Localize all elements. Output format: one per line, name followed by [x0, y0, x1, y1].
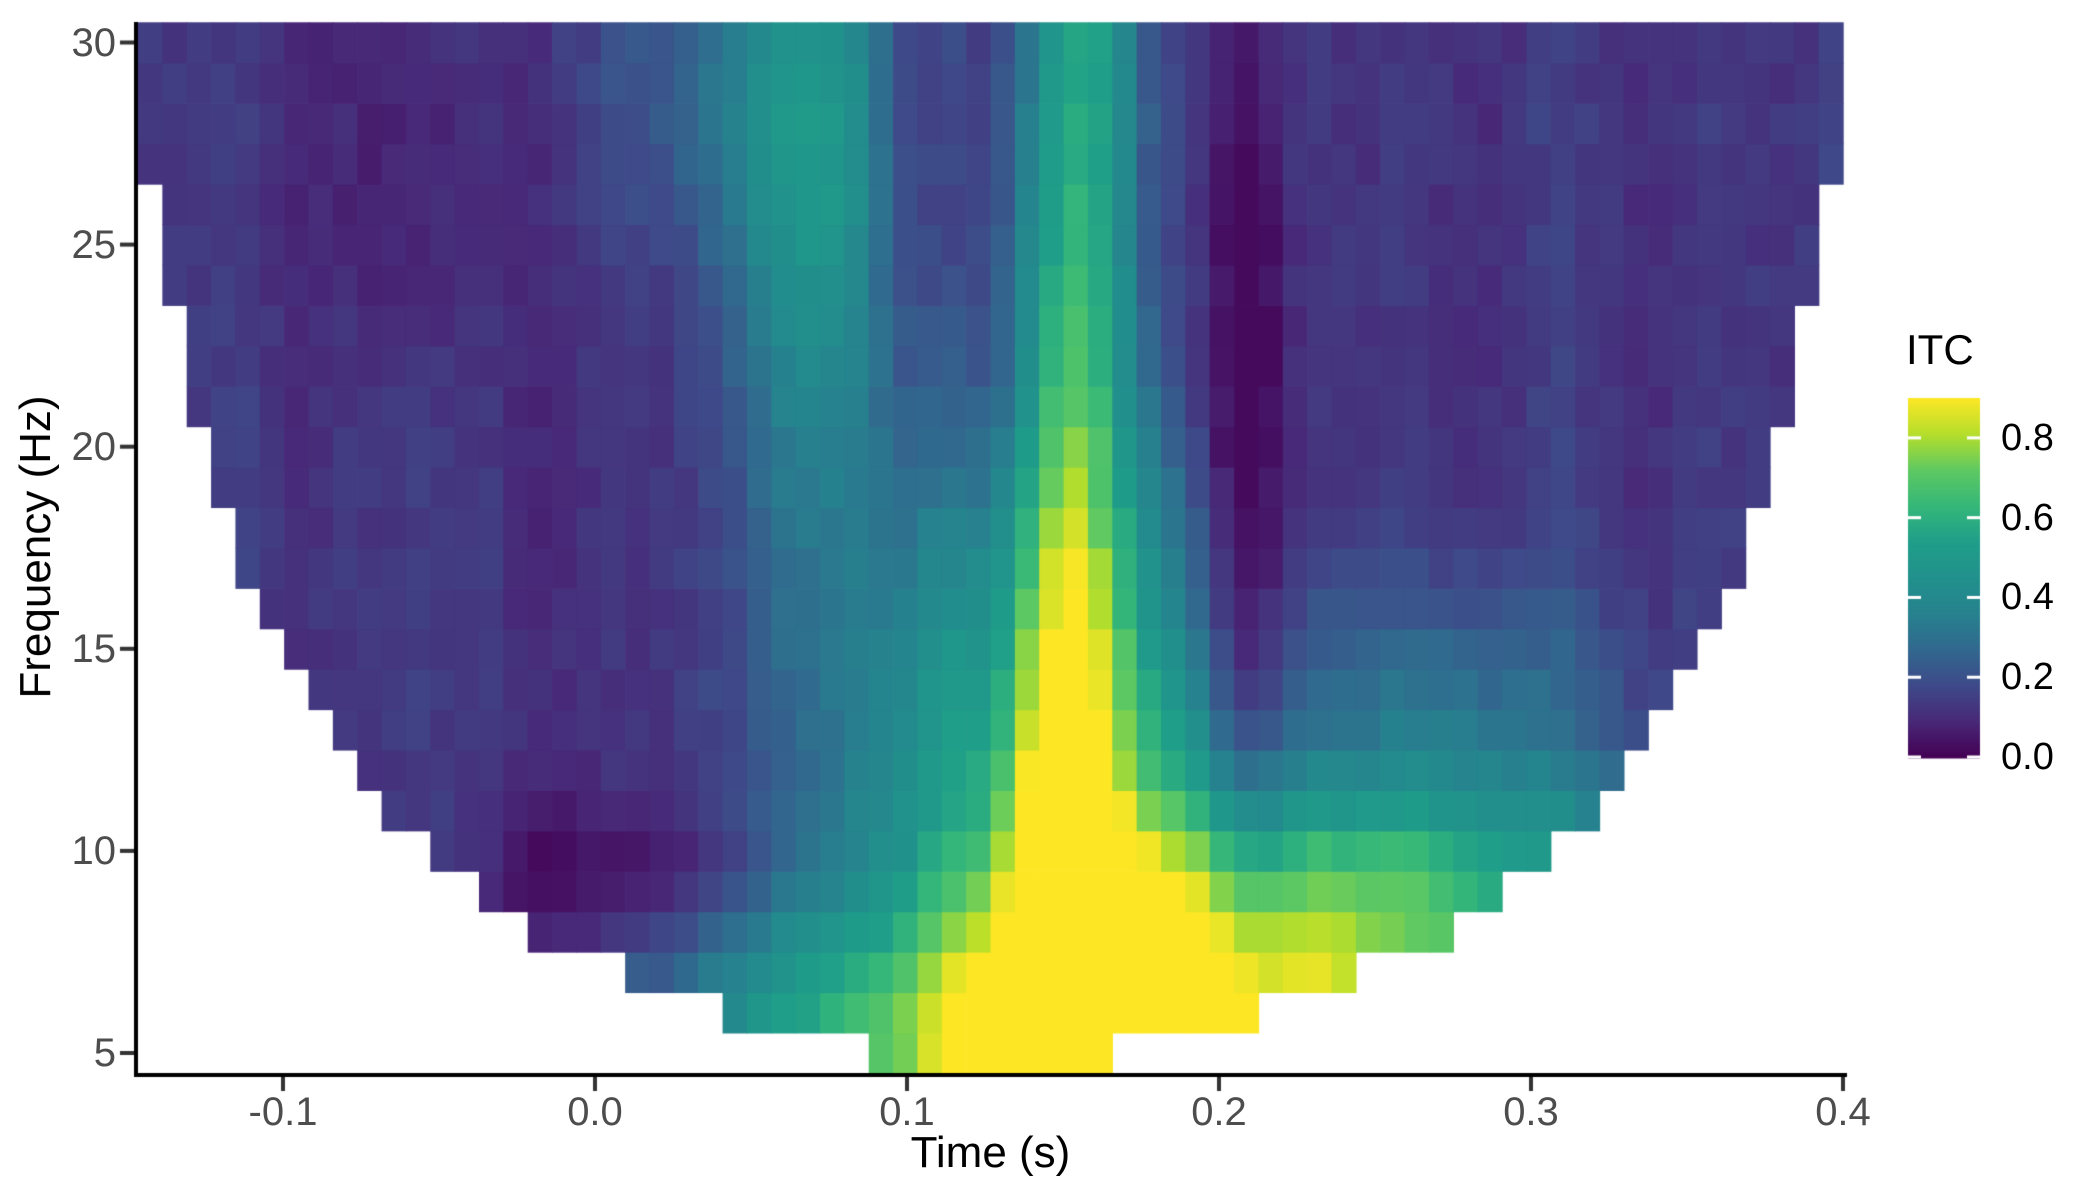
y-tick-label: 25: [71, 222, 117, 267]
legend-tick-label: 0.8: [2001, 416, 2054, 459]
legend-title: ITC: [1906, 326, 1974, 373]
legend-tick-label: 0.4: [2001, 576, 2054, 619]
y-tick-label: 10: [71, 828, 117, 873]
y-tick-label: 15: [71, 626, 117, 671]
legend-tick-label: 0.0: [2001, 736, 2054, 778]
x-tick-label: 0.4: [1815, 1090, 1871, 1134]
x-tick-label: 0.3: [1503, 1090, 1559, 1134]
x-tick-label: 0.2: [1191, 1090, 1247, 1134]
legend-tick-label: 0.6: [2001, 496, 2054, 539]
x-tick-label: 0.1: [879, 1090, 935, 1134]
legend-tick-label: 0.2: [2001, 656, 2054, 699]
x-tick-label: -0.1: [248, 1090, 318, 1134]
x-axis-title: Time (s): [910, 1128, 1071, 1177]
y-tick-label: 30: [71, 20, 117, 65]
y-tick-label: 5: [93, 1031, 116, 1075]
y-tick-label: 20: [71, 424, 117, 469]
x-tick-label: 0.0: [567, 1090, 623, 1134]
